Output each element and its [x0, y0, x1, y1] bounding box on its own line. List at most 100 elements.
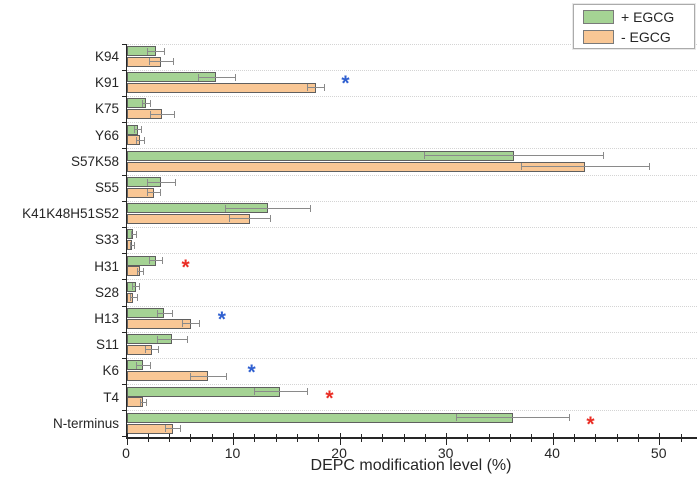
y-tick	[122, 226, 127, 228]
error-bar-cap	[165, 425, 167, 432]
legend-label: + EGCG	[621, 8, 675, 25]
category-label: H13	[94, 311, 119, 326]
category-label: K94	[94, 49, 119, 64]
error-bar-cap	[234, 73, 236, 81]
category-gridline	[127, 357, 697, 359]
error-bar	[165, 428, 181, 429]
category-label: H31	[94, 258, 119, 274]
error-bar	[229, 218, 270, 220]
x-inner-tick	[211, 434, 213, 437]
x-minor-tick	[169, 437, 171, 442]
error-bar	[131, 233, 136, 235]
x-inner-tick	[296, 434, 298, 437]
error-bar-cap	[198, 73, 200, 81]
x-inner-tick	[318, 434, 320, 437]
x-tick-label: 20	[331, 445, 347, 461]
significance-star: *	[247, 360, 256, 384]
error-bar-cap	[164, 47, 166, 55]
error-bar-cap	[174, 178, 176, 186]
y-tick	[122, 69, 127, 71]
error-bar-cap	[132, 283, 134, 291]
error-bar-cap	[147, 178, 149, 186]
significance-star: *	[325, 386, 334, 410]
y-tick	[122, 279, 127, 281]
error-bar-cap	[147, 47, 149, 55]
x-inner-tick	[616, 434, 618, 437]
significance-star: *	[181, 255, 190, 279]
legend-entry: + EGCG	[583, 8, 694, 25]
error-bar-cap	[147, 189, 149, 197]
error-bar	[149, 260, 163, 262]
x-minor-tick	[147, 437, 149, 442]
error-bar-cap	[253, 388, 255, 396]
category-label: K91	[94, 75, 119, 91]
x-minor-tick	[531, 437, 533, 442]
error-bar-cap	[142, 267, 144, 275]
x-tick-label: 10	[224, 445, 241, 461]
x-inner-tick	[680, 434, 682, 437]
x-minor-tick	[510, 437, 512, 442]
x-inner-tick	[190, 434, 192, 437]
error-bar-cap	[135, 136, 137, 144]
error-bar	[156, 312, 172, 314]
x-inner-tick	[637, 434, 639, 437]
x-inner-tick	[467, 434, 469, 437]
error-bar-cap	[156, 309, 158, 317]
x-minor-tick	[680, 437, 682, 442]
x-tick-label: 50	[650, 445, 667, 461]
x-inner-tick	[488, 434, 490, 437]
x-minor-tick	[190, 437, 192, 442]
x-major-tick	[552, 437, 554, 445]
error-bar-cap	[134, 126, 136, 134]
error-bar-cap	[162, 257, 164, 265]
error-bar-cap	[150, 110, 152, 118]
legend-entry: - EGCG	[583, 28, 694, 45]
error-bar-cap	[521, 163, 523, 170]
error-bar-cap	[131, 230, 133, 238]
x-minor-tick	[318, 437, 320, 442]
x-minor-tick	[211, 437, 213, 442]
x-inner-tick	[275, 434, 277, 437]
error-bar-cap	[456, 414, 458, 422]
y-tick	[122, 174, 127, 176]
category-gridline	[127, 95, 697, 97]
x-major-tick	[233, 437, 235, 445]
error-bar-cap	[225, 204, 227, 212]
category-gridline	[127, 410, 697, 412]
category-gridline	[127, 253, 697, 255]
error-bar	[147, 50, 165, 52]
significance-star: *	[586, 413, 595, 437]
significance-star: *	[217, 308, 226, 332]
x-inner-tick	[573, 434, 575, 437]
category-gridline	[127, 200, 697, 202]
error-bar	[147, 181, 175, 183]
error-bar	[150, 113, 174, 115]
error-bar-cap	[138, 283, 140, 291]
x-inner-tick	[147, 434, 149, 437]
category-label: S11	[95, 337, 119, 353]
y-tick	[122, 148, 127, 150]
error-bar-cap	[307, 84, 309, 92]
category-gridline	[127, 174, 697, 176]
error-bar-cap	[569, 414, 571, 422]
plot-area: K94 K91 K75 Y66 S57K58 S55 K41K48H51S52 S33 H31 S…	[22, 43, 697, 445]
y-tick	[122, 253, 127, 255]
category-gridline	[127, 148, 697, 150]
x-minor-tick	[254, 437, 256, 442]
error-bar	[139, 401, 147, 403]
error-bar-cap	[141, 99, 143, 107]
x-inner-tick	[339, 433, 341, 437]
error-bar-cap	[150, 99, 152, 107]
x-inner-tick	[446, 433, 448, 437]
x-inner-tick	[531, 434, 533, 437]
error-bar-cap	[149, 58, 151, 66]
legend-swatch	[583, 29, 614, 44]
error-bar-cap	[140, 126, 142, 134]
error-bar-cap	[130, 294, 132, 301]
x-minor-tick	[275, 437, 277, 442]
error-bar	[149, 61, 173, 63]
category-label: N-terminus	[52, 415, 119, 431]
x-minor-tick	[467, 437, 469, 442]
error-bar-cap	[157, 346, 159, 354]
y-tick	[122, 436, 127, 437]
